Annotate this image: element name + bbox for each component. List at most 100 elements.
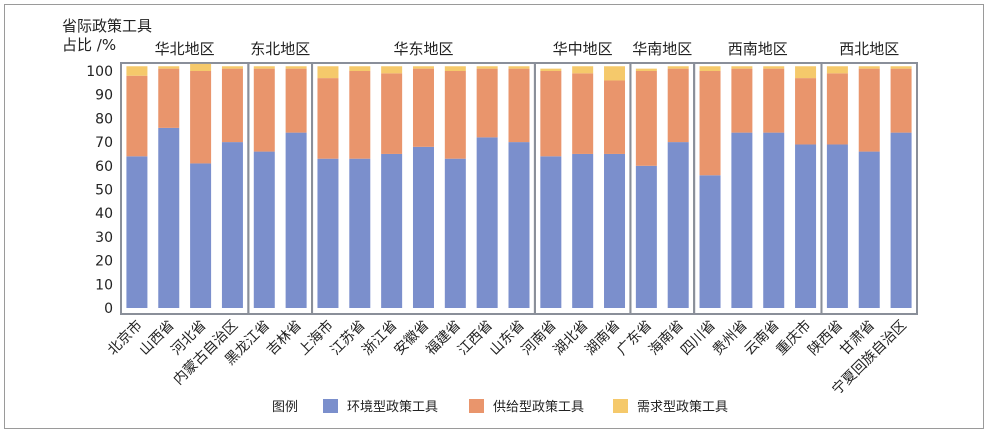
bar-segment-environment [540,156,562,308]
bar-segment-demand [508,66,530,69]
bar-segment-demand [412,66,434,69]
x-tick-label: 北京市 [104,317,146,359]
bar-segment-supply [381,73,403,154]
bar-segment-environment [763,132,785,308]
bar-segment-environment [381,153,403,308]
y-tick-label: 70 [95,135,113,151]
bar-segment-supply [667,68,689,143]
bar-segment-supply [476,68,498,138]
x-tick-label: 福建省 [423,318,464,359]
bar-segment-demand [444,66,466,71]
bar-segment-environment [635,165,657,308]
bar-segment-supply [540,71,562,157]
x-tick-label: 浙江省 [359,318,400,359]
x-tick-label: 海南省 [646,318,687,359]
bar-segment-environment [572,153,594,308]
bar-segment-demand [826,66,848,74]
x-tick-label: 山东省 [487,318,528,359]
region-group-title: 华东地区 [393,40,453,58]
bar-segment-environment [604,153,626,308]
bar-segment-environment [826,144,848,308]
x-tick-label: 上海市 [295,317,337,359]
bar-segment-environment [476,137,498,308]
bar-segment-supply [285,68,307,133]
bar-segment-environment [285,132,307,308]
region-group-title: 东北地区 [250,40,310,58]
x-tick-label: 陕西省 [805,318,846,359]
bar-segment-demand [253,66,275,69]
legend-swatch [613,399,628,413]
bar-segment-demand [285,66,307,69]
bar-segment-environment [349,158,371,308]
bar-segment-environment [126,156,148,308]
bar-segment-demand [858,66,880,69]
bar-segment-demand [604,66,626,81]
y-tick-label: 60 [95,159,113,175]
bar-segment-environment [190,163,212,308]
bar-segment-environment [731,132,753,308]
x-tick-label: 贵州省 [710,318,751,359]
bar-segment-demand [349,66,371,71]
x-tick-label: 四川省 [678,318,719,359]
legend-label: 环境型政策工具 [347,399,438,415]
bar-segment-environment [221,142,243,308]
region-group-title: 华南地区 [632,40,692,58]
bar-segment-demand [890,66,912,69]
bar-segment-supply [795,78,817,145]
bar-segment-supply [604,80,626,154]
y-tick-label: 20 [95,254,113,270]
x-tick-label: 江苏省 [328,318,369,359]
bar-segment-environment [412,146,434,308]
bar-segment-demand [381,66,403,74]
bar-segment-environment [253,151,275,308]
bar-segment-supply [572,73,594,154]
bar-segment-demand [126,66,148,76]
x-tick-label: 山西省 [137,318,178,359]
bar-segment-demand [158,66,180,69]
y-axis-title-line1: 省际政策工具 [62,17,152,35]
bar-segment-demand [699,66,721,71]
bar-segment-supply [412,68,434,147]
bar-segment-environment [890,132,912,308]
legend-title: 图例 [272,400,298,415]
bar-segment-supply [221,68,243,143]
bar-segment-environment [699,175,721,308]
x-tick-label: 河南省 [519,318,560,359]
x-tick-label: 湖北省 [550,318,591,359]
legend-swatch [469,399,484,413]
y-axis-title-line2: 占比 /% [62,36,116,54]
y-tick-label: 100 [86,64,113,80]
bar-segment-supply [444,71,466,159]
y-tick-label: 90 [95,88,113,104]
y-tick-label: 10 [95,277,113,293]
region-group-box [820,62,918,315]
bar-segment-demand [221,66,243,69]
bar-segment-demand [635,68,657,71]
bar-segment-environment [795,144,817,308]
bar-segment-supply [763,68,785,133]
legend-label: 需求型政策工具 [637,399,728,415]
bar-segment-supply [126,75,148,157]
y-tick-label: 40 [95,206,113,222]
x-tick-label: 吉林省 [264,318,305,359]
bar-segment-supply [317,78,339,159]
bar-segment-supply [253,68,275,152]
y-tick-label: 80 [95,111,113,127]
y-tick-label: 0 [104,301,113,317]
bar-segment-demand [667,66,689,69]
x-tick-label: 云南省 [742,318,783,359]
bar-segment-demand [317,66,339,79]
x-tick-label: 安徽省 [391,318,432,359]
bar-segment-supply [158,68,180,128]
region-group-title: 华北地区 [155,40,215,58]
bar-segment-environment [858,151,880,308]
bar-segment-demand [731,66,753,69]
region-group-title: 华中地区 [553,40,613,58]
bar-segment-environment [444,158,466,308]
bar-segment-supply [635,71,657,166]
x-tick-label: 广东省 [614,318,655,359]
bar-segment-supply [190,71,212,164]
y-tick-label: 30 [95,230,113,246]
legend-label: 供给型政策工具 [493,399,584,415]
